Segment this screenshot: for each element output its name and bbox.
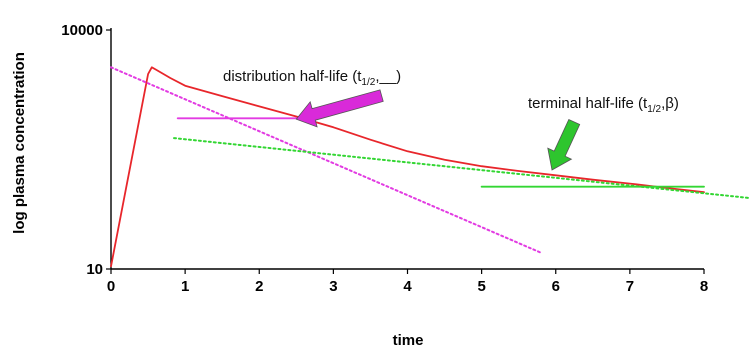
y-axis-title: log plasma concentration	[11, 52, 28, 234]
annotation-label-0: distribution half-life (t1/2,__)	[223, 68, 401, 88]
x-tick-label-5: 5	[477, 278, 485, 295]
x-tick-label-4: 4	[403, 278, 412, 295]
x-tick-label-6: 6	[552, 278, 560, 295]
series-line-1	[110, 66, 542, 254]
x-tick-label-0: 0	[107, 278, 115, 295]
x-tick-label-8: 8	[700, 278, 708, 295]
series-line-3	[173, 137, 750, 199]
x-tick-label-3: 3	[329, 278, 337, 295]
x-tick-label-2: 2	[255, 278, 263, 295]
annotation-arrow-0	[295, 89, 384, 128]
x-axis-title: time	[393, 332, 424, 349]
y-tick-label-0: 10	[86, 261, 103, 278]
annotation-label-1: terminal half-life (t1/2,β)	[528, 95, 679, 115]
series-line-0	[110, 66, 705, 268]
x-tick-label-1: 1	[181, 278, 189, 295]
y-tick-label-1: 10000	[61, 22, 103, 39]
x-tick-label-7: 7	[626, 278, 634, 295]
annotation-arrow-1	[547, 118, 581, 171]
